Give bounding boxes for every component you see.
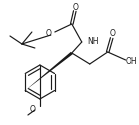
Text: O: O xyxy=(110,30,116,38)
Text: O: O xyxy=(46,30,52,38)
Text: OH: OH xyxy=(126,56,137,66)
Text: NH: NH xyxy=(87,36,98,46)
Text: O: O xyxy=(73,2,79,12)
Polygon shape xyxy=(25,52,73,90)
Text: O: O xyxy=(30,104,36,114)
